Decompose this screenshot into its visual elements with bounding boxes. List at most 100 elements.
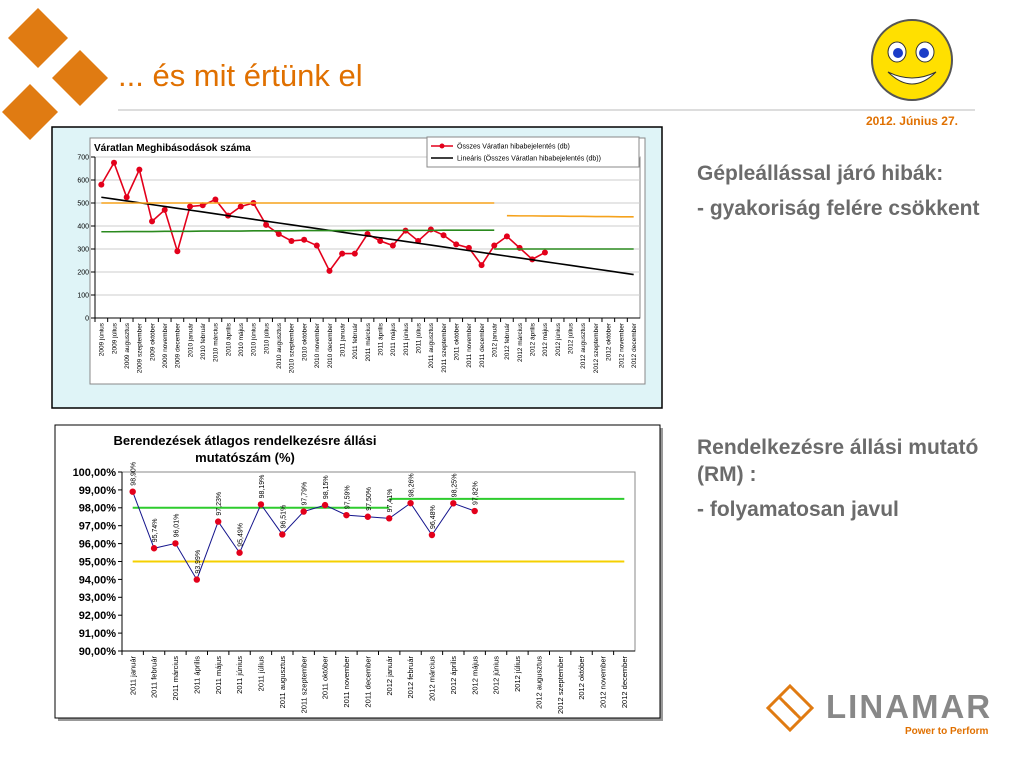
x-tick-label: 2011 augusztus bbox=[278, 656, 287, 709]
x-tick-label: 2012 február bbox=[406, 656, 415, 699]
x-tick-label: 2011 március bbox=[171, 656, 180, 701]
data-label: 96,51% bbox=[280, 505, 287, 529]
y-tick-label: 700 bbox=[77, 154, 89, 161]
x-tick-label: 2011 augusztus bbox=[428, 322, 435, 368]
data-point bbox=[491, 242, 498, 249]
x-tick-label: 2012 december bbox=[620, 656, 629, 709]
x-tick-label: 2009 október bbox=[149, 322, 156, 361]
data-point bbox=[300, 508, 307, 515]
data-point bbox=[149, 218, 156, 225]
data-point bbox=[407, 499, 414, 507]
data-point bbox=[123, 194, 130, 201]
x-tick-label: 2010 február bbox=[200, 322, 207, 360]
data-point bbox=[172, 540, 179, 547]
x-tick-label: 2010 szeptember bbox=[289, 322, 296, 373]
x-tick-label: 2010 június bbox=[251, 322, 258, 356]
x-tick-label: 2011 október bbox=[453, 322, 460, 360]
logo-name: LINAMAR bbox=[826, 688, 993, 725]
y-tick-label: 500 bbox=[77, 200, 89, 207]
x-tick-label: 2011 január bbox=[339, 322, 346, 357]
x-tick-label: 2011 szeptember bbox=[299, 656, 308, 714]
note-heading: Gépleállással járó hibák: bbox=[697, 162, 944, 185]
data-point bbox=[236, 549, 243, 556]
legend-label: Lineáris (Összes Váratlan hibabejelentés… bbox=[457, 155, 601, 163]
data-point bbox=[450, 500, 457, 507]
x-tick-label: 2010 július bbox=[263, 322, 270, 354]
x-tick-label: 2012 augusztus bbox=[534, 656, 543, 709]
y-tick-label: 93,00% bbox=[79, 592, 117, 604]
x-tick-label: 2012 május bbox=[542, 322, 549, 356]
x-tick-label: 2012 április bbox=[530, 322, 537, 356]
plot-area bbox=[94, 156, 641, 319]
note-heading: Rendelkezésre állási mutató (RM) : bbox=[697, 436, 979, 486]
data-point bbox=[541, 249, 548, 256]
x-tick-label: 2010 május bbox=[238, 322, 245, 356]
x-tick-label: 2009 december bbox=[175, 322, 182, 368]
data-label: 98,90% bbox=[131, 462, 138, 486]
y-tick-label: 96,00% bbox=[79, 538, 117, 550]
data-label: 98,19% bbox=[259, 475, 266, 499]
data-point bbox=[263, 221, 270, 228]
x-tick-label: 2011 április bbox=[377, 322, 384, 356]
x-tick-label: 2012 december bbox=[631, 322, 638, 368]
x-tick-label: 2012 március bbox=[517, 322, 524, 362]
data-point bbox=[351, 250, 358, 257]
series-line bbox=[101, 196, 634, 276]
data-point bbox=[187, 203, 194, 210]
data-point bbox=[237, 203, 244, 210]
x-tick-label: 2011 november bbox=[342, 655, 351, 707]
x-tick-label: 2012 január bbox=[385, 656, 394, 696]
legend-label: Összes Váratlan hibabejelentés (db) bbox=[457, 143, 570, 151]
x-tick-label: 2011 április bbox=[192, 656, 201, 694]
x-tick-label: 2012 április bbox=[449, 656, 458, 695]
x-tick-label: 2011 július bbox=[415, 322, 422, 353]
x-tick-label: 2012 július bbox=[568, 322, 575, 354]
data-point bbox=[465, 244, 472, 251]
x-tick-label: 2011 szeptember bbox=[441, 322, 448, 373]
x-tick-label: 2010 október bbox=[301, 322, 308, 361]
series-line bbox=[506, 214, 634, 218]
x-tick-label: 2010 április bbox=[225, 322, 232, 356]
y-tick-label: 600 bbox=[77, 177, 89, 184]
chart-1: 0 100 200 300 400 500 600 700 2009 június 2009 jú… bbox=[77, 136, 641, 373]
data-point bbox=[161, 206, 168, 213]
x-tick-label: 2012 augusztus bbox=[580, 322, 587, 369]
x-tick-label: 2012 január bbox=[492, 322, 499, 357]
x-tick-label: 2009 november bbox=[162, 322, 169, 368]
data-point bbox=[288, 237, 295, 244]
x-tick-label: 2010 január bbox=[187, 322, 194, 357]
data-label: 98,25% bbox=[451, 474, 458, 498]
data-point bbox=[214, 518, 222, 525]
data-point bbox=[212, 196, 219, 203]
data-point bbox=[279, 531, 286, 538]
data-label: 97,23% bbox=[216, 492, 223, 516]
data-label: 95,49% bbox=[238, 523, 245, 547]
x-tick-label: 2011 december bbox=[479, 322, 486, 368]
date: 2012. Június 27. bbox=[865, 114, 958, 128]
x-tick-label: 2010 augusztus bbox=[276, 322, 283, 369]
data-label: 97,59% bbox=[344, 485, 351, 509]
data-point bbox=[385, 515, 393, 522]
x-tick-label: 2009 július bbox=[111, 322, 118, 354]
x-tick-label: 2011 május bbox=[214, 656, 223, 694]
x-tick-label: 2009 június bbox=[99, 322, 106, 356]
y-tick-label: 91,00% bbox=[79, 628, 117, 640]
data-point bbox=[193, 576, 201, 583]
x-tick-label: 2011 február bbox=[150, 656, 159, 698]
data-point bbox=[440, 232, 447, 239]
x-tick-label: 2010 november bbox=[314, 322, 321, 368]
chart-2: 90,00% 91,00% 92,00% 93,00% 94,00% 95,00% 96,0… bbox=[73, 462, 636, 714]
data-point bbox=[136, 166, 143, 173]
y-tick-label: 400 bbox=[77, 223, 89, 230]
legend-marker bbox=[439, 143, 445, 149]
x-tick-label: 2009 augusztus bbox=[124, 322, 131, 369]
data-point bbox=[364, 513, 372, 520]
x-tick-label: 2012 február bbox=[504, 322, 511, 360]
x-tick-label: 2012 június bbox=[555, 322, 562, 356]
data-label: 97,79% bbox=[302, 482, 309, 506]
y-tick-label: 94,00% bbox=[79, 574, 117, 586]
chart-title: Váratlan Meghibásodások száma bbox=[94, 143, 251, 154]
x-tick-label: 2010 december bbox=[327, 322, 334, 368]
x-tick-label: 2011 július bbox=[257, 656, 266, 692]
